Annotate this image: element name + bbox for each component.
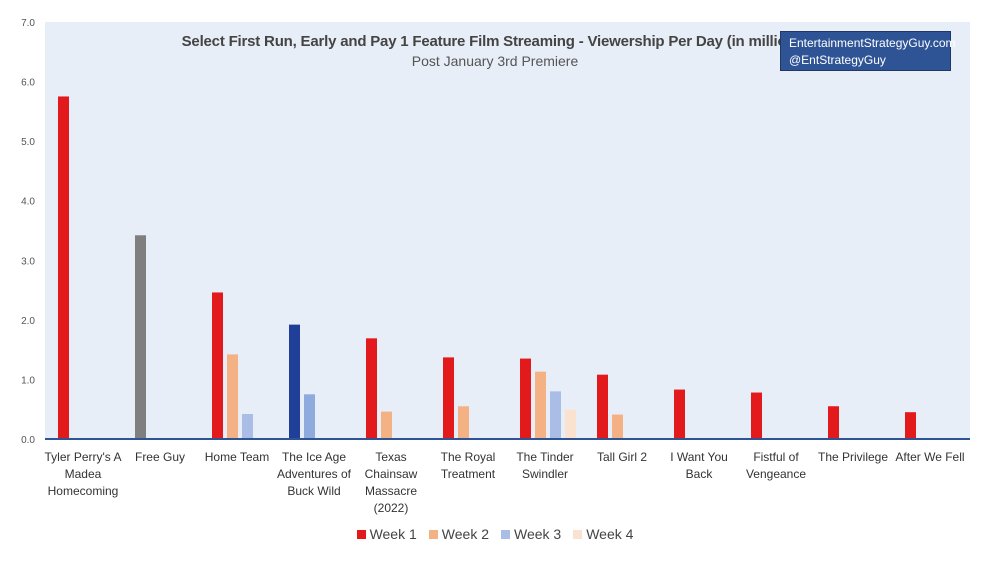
- bar: [905, 412, 916, 439]
- title-box: Select First Run, Early and Pay 1 Featur…: [180, 33, 810, 69]
- bar: [289, 324, 300, 439]
- bar: [674, 389, 685, 439]
- plot-area: [45, 22, 970, 439]
- x-tick-label: Tyler Perry's A Madea Homecoming: [44, 450, 122, 498]
- bar: [550, 391, 561, 439]
- legend-swatch: [573, 530, 583, 539]
- bar: [304, 394, 315, 439]
- x-tick-label: Home Team: [204, 450, 270, 464]
- bar: [828, 406, 839, 439]
- x-tick-label: After We Fell: [895, 450, 965, 464]
- y-tick-label: 0.0: [21, 435, 35, 446]
- legend-swatch: [428, 530, 438, 539]
- legend-label: Week 1: [369, 526, 417, 542]
- bar: [612, 414, 623, 439]
- x-tick-label: I Want You Back: [670, 450, 728, 481]
- x-tick-label: Free Guy: [134, 450, 185, 464]
- y-tick-label: 6.0: [21, 78, 35, 89]
- bar: [443, 357, 454, 439]
- bar: [597, 374, 608, 439]
- legend-label: Week 4: [586, 526, 634, 542]
- chart-subtitle: Post January 3rd Premiere: [411, 53, 579, 69]
- legend: Week 1 Week 2 Week 3 Week 4: [0, 526, 990, 542]
- bars: [58, 96, 916, 439]
- bar: [751, 392, 762, 439]
- chart-title: Select First Run, Early and Pay 1 Featur…: [181, 33, 809, 50]
- bar: [227, 354, 238, 439]
- bar: [58, 96, 69, 439]
- y-tick-label: 1.0: [21, 375, 35, 386]
- bar: [565, 409, 576, 439]
- y-tick-label: 2.0: [21, 316, 35, 327]
- bar: [520, 358, 531, 439]
- x-tick-label: The Royal Treatment: [440, 450, 496, 481]
- legend-item: Week 1: [356, 526, 417, 542]
- bar: [135, 235, 146, 439]
- x-tick-label: Tall Girl 2: [596, 450, 647, 464]
- legend-swatch: [501, 530, 510, 539]
- x-tick-label: Texas Chainsaw Massacre (2022): [364, 450, 418, 515]
- legend-item: Week 2: [428, 526, 489, 542]
- bar: [458, 406, 469, 439]
- brand-box: EntertainmentStrategyGuy.com @EntStrateg…: [780, 31, 956, 71]
- x-tick-label: The Tinder Swindler: [516, 450, 574, 481]
- brand-website: EntertainmentStrategyGuy.com: [789, 36, 956, 50]
- y-tick-label: 5.0: [21, 137, 35, 148]
- y-axis-ticks: 0.0 1.0 2.0 3.0 4.0 5.0 6.0 7.0: [21, 18, 35, 446]
- bar: [366, 338, 377, 439]
- legend-swatch: [356, 530, 366, 539]
- bar: [212, 292, 223, 439]
- bar: [381, 411, 392, 439]
- x-tick-label: Fistful of Vengeance: [745, 450, 807, 481]
- brand-handle: @EntStrategyGuy: [789, 53, 886, 67]
- bar: [242, 413, 253, 439]
- x-tick-label: The Ice Age Adventures of Buck Wild: [276, 450, 352, 498]
- y-tick-label: 4.0: [21, 197, 35, 208]
- x-tick-label: The Privilege: [817, 450, 889, 464]
- y-tick-label: 7.0: [21, 18, 35, 29]
- legend-item: Week 4: [573, 526, 633, 542]
- legend-item: Week 3: [501, 526, 561, 542]
- legend-label: Week 3: [514, 526, 562, 542]
- legend-label: Week 2: [441, 526, 489, 542]
- y-tick-label: 3.0: [21, 256, 35, 267]
- bar: [535, 371, 546, 439]
